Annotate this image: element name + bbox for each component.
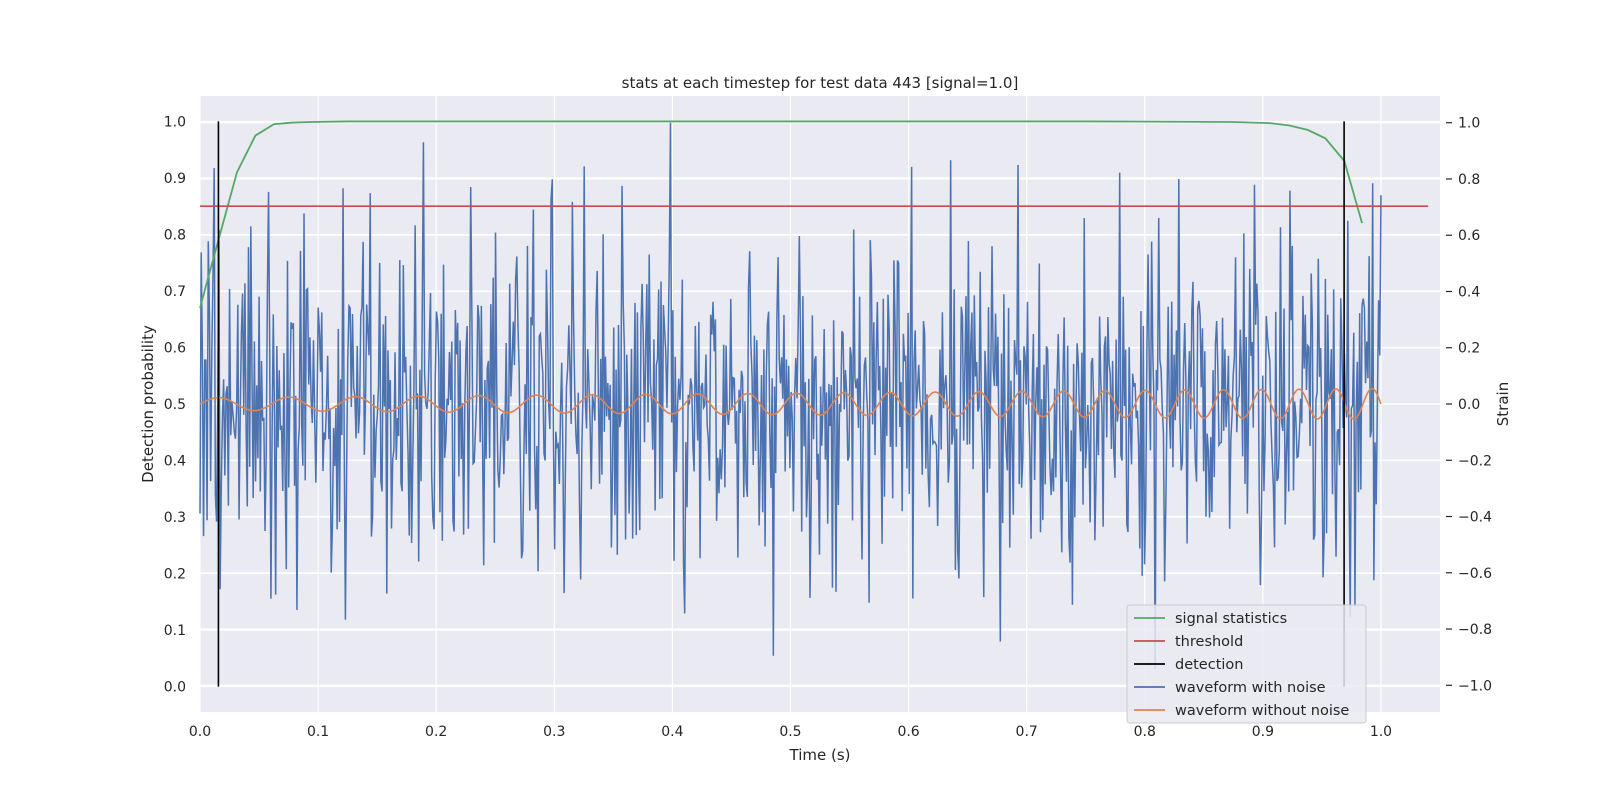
x-tick-label: 1.0	[1370, 724, 1392, 740]
legend-box	[1126, 604, 1367, 724]
x-tick-label: 0.9	[1252, 724, 1274, 740]
series-waveform-with-noise	[199, 122, 1382, 669]
y-tick-label: 0.1	[164, 623, 186, 639]
y-tick-label: 0.9	[164, 171, 186, 187]
y2-tick-label: 0.8	[1458, 172, 1480, 188]
y-axis-label: Detection probability	[139, 325, 157, 483]
series-signal-statistics	[199, 120, 1363, 309]
y-tick-label: 0.2	[164, 567, 186, 583]
y-tick-label: 0.7	[164, 284, 186, 300]
x-tick-label: 0.2	[425, 724, 447, 740]
x-tick-label: 0.4	[661, 724, 683, 740]
y2-tick-label: −0.8	[1458, 622, 1492, 638]
legend: signal statistics threshold detection wavef…	[1126, 604, 1367, 724]
y2-tick-label: 1.0	[1458, 116, 1480, 132]
x-axis-ticks: 0.0 0.1 0.2 0.3 0.4 0.5 0.6 0.7 0.8 0.9 1.0	[189, 724, 1392, 740]
x-tick-label: 0.5	[779, 724, 801, 740]
y-tick-label: 0.8	[164, 227, 186, 243]
y2-axis-label: Strain	[1494, 382, 1512, 426]
x-tick-label: 0.6	[897, 724, 919, 740]
series-layer	[199, 120, 1429, 687]
series-waveform-without-noise	[199, 387, 1382, 421]
y-tick-label: 0.5	[164, 397, 186, 413]
x-tick-label: 0.1	[307, 724, 329, 740]
y2-tick-label: 0.6	[1458, 228, 1480, 244]
legend-entry: waveform without noise	[1175, 703, 1349, 719]
y2-tick-label: 0.0	[1458, 397, 1480, 413]
y2-axis-ticks: −1.0 −0.8 −0.6 −0.4 −0.2 0.0 0.2 0.4 0.6 0.8 1.0	[1446, 116, 1492, 694]
y2-tick-label: 0.2	[1458, 341, 1480, 357]
y2-tick-label: 0.4	[1458, 284, 1480, 300]
y-axis-ticks: 0.0 0.1 0.2 0.3 0.4 0.5 0.6 0.7 0.8 0.9 1.0	[164, 114, 186, 695]
y2-tick-label: −1.0	[1458, 678, 1492, 694]
x-tick-label: 0.0	[189, 724, 211, 740]
legend-entry: waveform with noise	[1175, 680, 1326, 696]
y-tick-label: 0.0	[164, 680, 186, 696]
x-axis-label: Time (s)	[789, 746, 851, 764]
y-tick-label: 0.3	[164, 510, 186, 526]
y2-tick-label: −0.2	[1458, 453, 1492, 469]
legend-entry: threshold	[1175, 634, 1243, 650]
y-tick-label: 1.0	[164, 114, 186, 130]
y2-tick-label: −0.4	[1458, 510, 1492, 526]
y-tick-label: 0.4	[164, 454, 186, 470]
x-tick-label: 0.8	[1134, 724, 1156, 740]
y2-tick-label: −0.6	[1458, 566, 1492, 582]
x-tick-label: 0.3	[543, 724, 565, 740]
y-tick-label: 0.6	[164, 340, 186, 356]
legend-entry: detection	[1175, 657, 1243, 673]
x-tick-label: 0.7	[1016, 724, 1038, 740]
legend-entry: signal statistics	[1175, 611, 1287, 627]
chart-title: stats at each timestep for test data 443…	[622, 74, 1019, 92]
